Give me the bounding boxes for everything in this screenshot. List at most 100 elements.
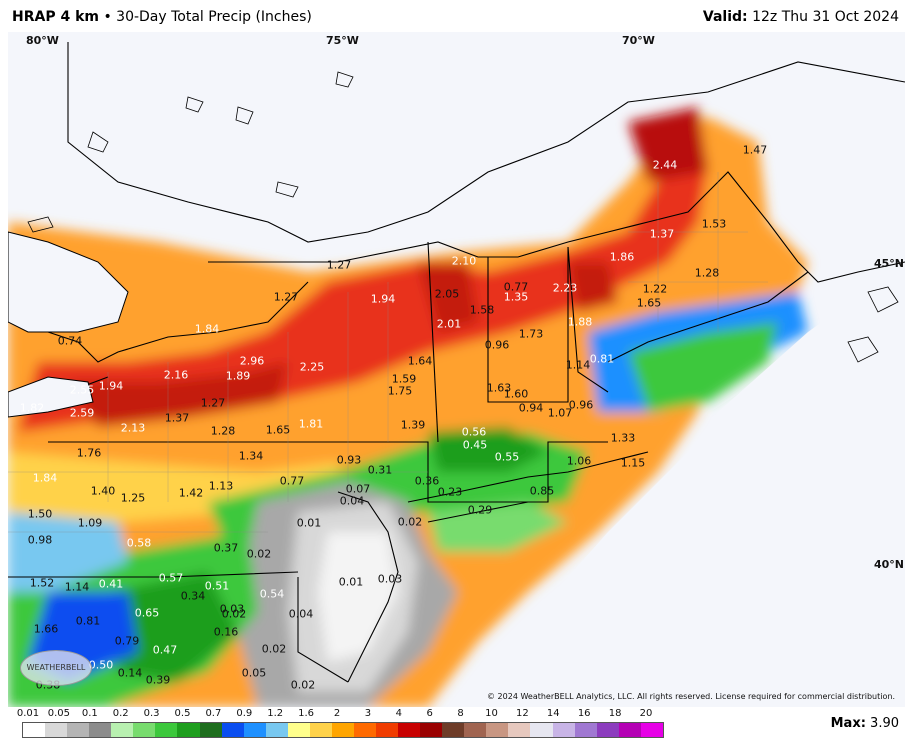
precip-value-label: 0.36 <box>414 474 440 488</box>
legend-swatch <box>243 723 266 737</box>
precip-value-label: 1.09 <box>77 516 103 530</box>
precip-field <box>8 32 905 707</box>
longitude-label-75w: 75°W <box>326 34 359 47</box>
legend-swatch <box>331 723 354 737</box>
precip-value-label: 1.89 <box>225 369 251 383</box>
legend-tick-label: 4 <box>395 708 402 719</box>
precip-value-label: 0.57 <box>158 571 184 585</box>
latitude-label-40n: 40°N <box>874 558 905 571</box>
precip-value-label: 0.81 <box>589 352 615 366</box>
precip-value-label: 1.47 <box>742 143 768 157</box>
legend-swatch <box>574 723 597 737</box>
precip-value-label: 0.77 <box>503 280 529 294</box>
precip-value-label: 2.96 <box>239 354 265 368</box>
precip-value-label: 1.50 <box>27 507 53 521</box>
legend-tick-label: 8 <box>457 708 464 719</box>
legend-swatch <box>464 723 487 737</box>
legend-tick-label: 20 <box>639 708 653 719</box>
legend-swatch <box>111 723 134 737</box>
precip-value-label: 0.05 <box>241 666 267 680</box>
precip-value-label: 1.63 <box>486 381 512 395</box>
precip-value-label: 0.65 <box>134 606 160 620</box>
legend-swatch <box>287 723 310 737</box>
legend-tick-label: 0.01 <box>16 708 40 719</box>
precip-value-label: 0.01 <box>338 575 364 589</box>
precip-value-label: 1.94 <box>370 292 396 306</box>
precip-value-label: 0.14 <box>117 666 143 680</box>
legend-tick-label: 0.3 <box>143 708 160 719</box>
legend-swatch <box>442 723 465 737</box>
product-name: 30-Day Total Precip (Inches) <box>116 9 312 25</box>
precip-value-label: 1.15 <box>620 456 646 470</box>
precip-value-label: 0.29 <box>467 503 493 517</box>
legend-swatch <box>45 723 68 737</box>
precip-value-label: 1.14 <box>565 358 591 372</box>
precip-value-label: 1.35 <box>503 290 529 304</box>
precip-value-label: 0.16 <box>213 625 239 639</box>
legend-swatch <box>618 723 641 737</box>
legend-tick-label: 0.7 <box>205 708 222 719</box>
legend-color-bar <box>22 722 664 738</box>
precip-value-label: 0.04 <box>288 607 314 621</box>
precip-value-label: 0.02 <box>290 678 316 692</box>
precip-value-label: 1.60 <box>503 387 529 401</box>
precip-value-label: 1.27 <box>273 290 299 304</box>
precip-value-label: 1.42 <box>178 486 204 500</box>
precip-value-label: 0.39 <box>145 673 171 687</box>
legend-tick-label: 0.2 <box>112 708 129 719</box>
legend-swatch <box>133 723 156 737</box>
title-separator: • <box>103 9 112 25</box>
precip-value-label: 1.73 <box>518 327 544 341</box>
precip-value-label: 0.01 <box>296 516 322 530</box>
precip-value-label: 0.04 <box>339 494 365 508</box>
legend-tick-label: 1.6 <box>298 708 315 719</box>
precip-value-label: 1.33 <box>610 431 636 445</box>
precip-value-label: 1.94 <box>98 379 124 393</box>
latitude-label-45n: 45°N <box>874 257 905 270</box>
precip-value-label: 0.02 <box>221 607 247 621</box>
legend-swatch <box>486 723 509 737</box>
longitude-label-80w: 80°W <box>26 34 59 47</box>
legend-swatch <box>23 723 46 737</box>
precip-value-label: 2.01 <box>436 317 462 331</box>
precip-value-label: 0.93 <box>336 453 362 467</box>
precip-value-label: 0.77 <box>279 474 305 488</box>
precip-value-label: 2.44 <box>652 158 678 172</box>
precip-value-label: 1.76 <box>76 446 102 460</box>
precip-value-label: 2.13 <box>120 421 146 435</box>
valid-time-value: 12z Thu 31 Oct 2024 <box>752 9 899 25</box>
product-title: HRAP 4 km • 30-Day Total Precip (Inches) <box>12 9 312 25</box>
precip-map[interactable]: 80°W 75°W 70°W 45°N 40°N 2.44 1.47 1.37 1.5… <box>8 32 905 707</box>
precip-value-label: 0.02 <box>261 642 287 656</box>
precip-value-label: 0.02 <box>397 515 423 529</box>
precip-value-label: 1.28 <box>694 266 720 280</box>
precip-value-label: 1.65 <box>265 423 291 437</box>
longitude-label-70w: 70°W <box>622 34 655 47</box>
precip-value-label: 2.23 <box>552 281 578 295</box>
precip-value-label: 1.65 <box>636 296 662 310</box>
precip-value-label: 2.05 <box>434 287 460 301</box>
legend-tick-label: 2 <box>333 708 341 719</box>
copyright-text: © 2024 WeatherBELL Analytics, LLC. All r… <box>487 692 895 701</box>
precip-value-label: 1.25 <box>120 491 146 505</box>
precip-value-label: 0.96 <box>568 398 594 412</box>
legend-swatch <box>353 723 376 737</box>
precip-value-label: 0.74 <box>57 334 83 348</box>
precip-value-label: 1.13 <box>208 479 234 493</box>
precip-value-label: 1.34 <box>238 449 264 463</box>
max-value: Max: 3.90 <box>831 716 899 731</box>
precip-value-label: 2.59 <box>69 406 95 420</box>
precip-value-label: 0.31 <box>367 463 393 477</box>
legend-tick-label: 16 <box>577 708 591 719</box>
legend-swatch <box>67 723 90 737</box>
legend-swatch <box>221 723 244 737</box>
precip-value-label: 0.98 <box>27 533 53 547</box>
precip-value-label: 0.45 <box>462 438 488 452</box>
legend-tick-label: 14 <box>546 708 560 719</box>
legend-swatch <box>530 723 553 737</box>
precip-value-label: 0.96 <box>484 338 510 352</box>
legend-swatch <box>420 723 443 737</box>
legend-swatch <box>265 723 288 737</box>
precip-value-label: 0.81 <box>75 614 101 628</box>
precip-value-label: 1.82 <box>19 401 45 415</box>
